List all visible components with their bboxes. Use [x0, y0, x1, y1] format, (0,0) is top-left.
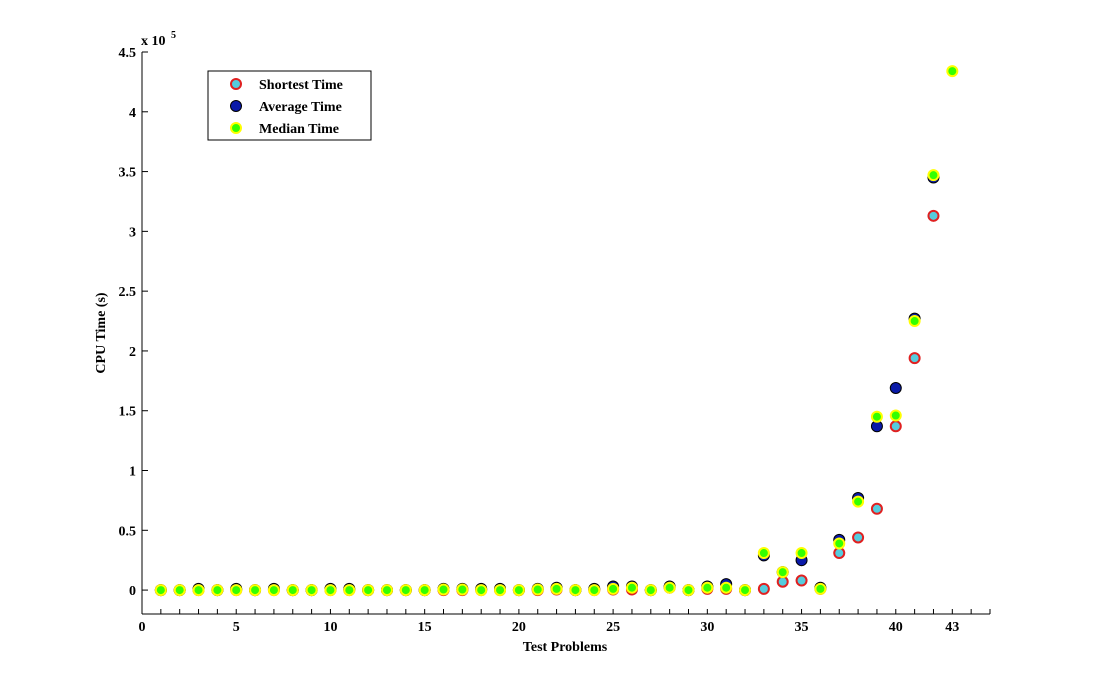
point-median-38	[852, 495, 865, 508]
x-tick-label: 25	[606, 620, 620, 635]
point-median-16	[437, 583, 450, 596]
y-tick-label: 2.5	[119, 285, 137, 300]
point-median-7	[267, 584, 280, 597]
point-median-34	[776, 566, 789, 579]
y-tick-label: 0.5	[119, 524, 137, 539]
point-shortest-42	[927, 209, 940, 222]
x-tick-label: 30	[700, 620, 714, 635]
point-median-35	[795, 547, 808, 560]
point-median-40	[889, 409, 902, 422]
point-median-39	[870, 410, 883, 423]
point-median-36	[814, 582, 827, 595]
point-median-31	[720, 581, 733, 594]
y-multiplier-exponent: 5	[171, 30, 176, 41]
point-shortest-37	[833, 547, 846, 560]
point-median-9	[305, 584, 318, 597]
point-median-24	[588, 584, 601, 597]
y-multiplier-label: x 10	[141, 34, 166, 49]
x-tick-label: 0	[139, 620, 146, 635]
x-tick-label: 43	[945, 620, 959, 635]
y-tick-label: 4.5	[119, 46, 137, 61]
point-median-11	[343, 584, 356, 597]
point-median-29	[682, 584, 695, 597]
legend-marker-shortest	[230, 78, 242, 90]
legend-label-shortest: Shortest Time	[259, 78, 343, 93]
point-median-30	[701, 581, 714, 594]
point-median-5	[230, 584, 243, 597]
y-axis-title: CPU Time (s)	[94, 292, 109, 373]
point-median-6	[249, 584, 262, 597]
point-median-27	[644, 584, 657, 597]
point-median-4	[211, 584, 224, 597]
point-shortest-40	[889, 420, 902, 433]
legend-marker-median	[230, 122, 242, 134]
y-tick-label: 2	[129, 345, 136, 360]
point-median-8	[286, 584, 299, 597]
point-median-42	[927, 169, 940, 182]
x-tick-label: 5	[233, 620, 240, 635]
point-median-18	[475, 584, 488, 597]
point-median-12	[362, 584, 375, 597]
point-shortest-39	[870, 502, 883, 515]
legend: Shortest Time Average Time Median Time	[207, 70, 372, 141]
x-tick-label: 35	[795, 620, 809, 635]
y-tick-label: 3.5	[119, 166, 137, 181]
point-median-33	[757, 547, 770, 560]
x-tick-label: 15	[418, 620, 432, 635]
point-median-41	[908, 315, 921, 328]
point-median-10	[324, 584, 337, 597]
x-axis-title: Test Problems	[523, 640, 608, 655]
point-median-28	[663, 581, 676, 594]
x-tick-label: 40	[889, 620, 903, 635]
point-median-23	[569, 584, 582, 597]
point-median-22	[550, 582, 563, 595]
tick-labels: 0 5 10 15 20 25 30 35 40 43 0 0.5 1 1.5 2 2.5 3 3.5 4 4.5	[119, 46, 960, 635]
point-median-2	[173, 584, 186, 597]
point-median-25	[607, 582, 620, 595]
x-tick-label: 10	[323, 620, 337, 635]
point-median-43	[946, 65, 959, 78]
y-tick-label: 1	[129, 465, 136, 480]
point-shortest-33	[757, 582, 770, 595]
point-median-32	[739, 584, 752, 597]
legend-label-average: Average Time	[259, 100, 342, 115]
y-tick-label: 0	[129, 584, 136, 599]
x-tick-label: 20	[512, 620, 526, 635]
point-median-26	[625, 581, 638, 594]
point-shortest-41	[908, 352, 921, 365]
point-median-21	[531, 583, 544, 596]
point-median-20	[512, 584, 525, 597]
point-median-17	[456, 583, 469, 596]
point-shortest-38	[852, 531, 865, 544]
point-median-1	[154, 584, 167, 597]
point-median-37	[833, 537, 846, 550]
point-median-19	[494, 584, 507, 597]
point-shortest-35	[795, 574, 808, 587]
point-median-15	[418, 584, 431, 597]
point-average-40	[889, 382, 902, 395]
y-tick-label: 1.5	[119, 405, 137, 420]
legend-label-median: Median Time	[259, 122, 339, 137]
y-tick-label: 3	[129, 225, 136, 240]
y-tick-label: 4	[129, 106, 136, 121]
axes	[141, 51, 991, 615]
point-median-14	[399, 584, 412, 597]
data-points	[154, 65, 959, 597]
point-median-3	[192, 584, 205, 597]
point-shortest-34	[776, 575, 789, 588]
legend-marker-average	[230, 100, 242, 112]
point-median-13	[380, 584, 393, 597]
